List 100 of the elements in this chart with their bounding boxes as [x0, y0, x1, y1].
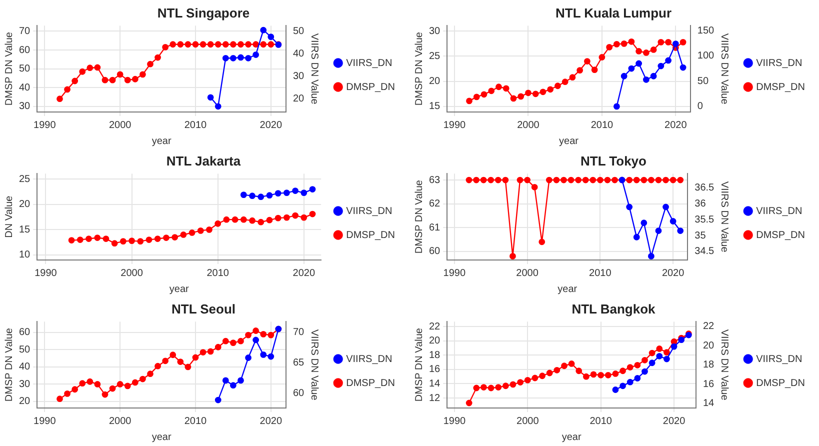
chart-title: NTL Tokyo	[580, 153, 647, 168]
y2-tick-label: 35	[694, 230, 706, 242]
x-tick-label: 1990	[34, 120, 56, 131]
y2-tick-label: 60	[292, 388, 305, 400]
y-axis-title: DMSP DN Value	[4, 32, 15, 106]
legend-label: DMSP_DN	[756, 82, 806, 93]
x-tick-label: 2010	[206, 268, 230, 279]
x-tick-label: 2010	[590, 416, 612, 427]
y-axis-title: DMSP DN Value	[4, 328, 15, 402]
x-tick-label: 2000	[120, 268, 144, 279]
y2-axis-title: VIIRS DN Value	[718, 33, 730, 105]
chart-title: NTL Kuala Lumpur	[555, 5, 672, 20]
legend-label: VIIRS_DN	[346, 206, 392, 217]
y-tick-label: 40	[19, 82, 31, 94]
y2-tick-label: 150	[697, 25, 715, 36]
y-tick-label: 12	[429, 392, 441, 404]
y-tick-label: 50	[19, 344, 31, 356]
y-tick-label: 10	[19, 250, 31, 261]
x-tick-label: 1990	[34, 268, 58, 279]
y2-tick-label: 20	[292, 93, 305, 104]
y-tick-label: 62	[429, 198, 441, 210]
y2-tick-label: 100	[697, 50, 715, 62]
x-tick-label: 2010	[590, 120, 614, 131]
x-axis-title: year	[562, 432, 582, 443]
legend-label: DMSP_DN	[756, 378, 806, 389]
x-axis-title: year	[169, 284, 190, 295]
y-axis-title: DMSP DN Value	[414, 180, 425, 254]
y-tick-label: 61	[429, 222, 441, 234]
y2-tick-label: 30	[292, 70, 305, 82]
legend-label: DMSP_DN	[346, 378, 396, 389]
x-tick-label: 2020	[662, 416, 686, 427]
y2-tick-label: 22	[702, 321, 715, 332]
y2-tick-label: 50	[697, 76, 709, 87]
x-tick-label: 2020	[662, 268, 685, 279]
x-axis-title: year	[558, 284, 578, 295]
legend-label: DMSP_DN	[346, 82, 396, 93]
y2-axis-title: VIIRS DN Value	[308, 33, 320, 105]
y-tick-label: 20	[429, 336, 441, 347]
y-tick-label: 20	[429, 76, 441, 88]
y-axis-title: DMSP DN Value	[414, 32, 425, 106]
y2-tick-label: 16	[702, 378, 715, 390]
y-axis-title: DMSP DN Value	[414, 328, 425, 402]
y-tick-label: 50	[19, 64, 31, 75]
x-axis-title: year	[559, 136, 580, 147]
y2-tick-label: 0	[697, 101, 704, 112]
x-axis-title: year	[152, 136, 172, 147]
y2-tick-label: 18	[702, 360, 715, 371]
y2-tick-label: 70	[292, 326, 305, 338]
y-tick-label: 14	[429, 378, 441, 390]
x-tick-label: 1990	[34, 416, 56, 427]
chart-title: NTL Jakarta	[166, 153, 242, 168]
y-axis-title: DN Value	[4, 195, 15, 238]
x-tick-label: 2000	[108, 120, 132, 131]
y-tick-label: 30	[19, 101, 31, 112]
chart-title: NTL Bangkok	[572, 301, 656, 316]
y-tick-label: 63	[429, 174, 441, 186]
x-tick-label: 2020	[260, 120, 282, 131]
x-tick-label: 1990	[443, 416, 466, 427]
x-tick-label: 2020	[260, 416, 282, 427]
x-tick-label: 2000	[516, 416, 540, 427]
y-tick-label: 20	[19, 396, 31, 408]
y-tick-label: 60	[19, 327, 31, 338]
chart-title: NTL Singapore	[157, 5, 250, 20]
y-tick-label: 60	[429, 246, 441, 258]
x-tick-label: 2010	[184, 120, 208, 131]
y-tick-label: 16	[429, 364, 441, 376]
y2-tick-label: 14	[702, 398, 715, 409]
y-tick-label: 20	[19, 199, 31, 210]
x-tick-label: 2020	[292, 268, 316, 279]
y-tick-label: 30	[429, 26, 441, 37]
x-tick-label: 2000	[517, 120, 540, 131]
legend-label: DMSP_DN	[346, 230, 396, 241]
legend-label: DMSP_DN	[756, 230, 806, 241]
y2-axis-title: VIIRS DN Value	[718, 329, 730, 401]
y-tick-label: 15	[19, 224, 31, 236]
x-tick-label: 2000	[108, 416, 132, 427]
y2-tick-label: 50	[292, 26, 305, 37]
y-tick-label: 18	[429, 350, 441, 361]
y-tick-label: 70	[19, 26, 31, 37]
y2-tick-label: 36	[694, 198, 706, 210]
legend-label: VIIRS_DN	[346, 58, 392, 69]
y-tick-label: 40	[19, 362, 31, 373]
x-tick-label: 2010	[589, 268, 612, 279]
y2-tick-label: 20	[702, 340, 715, 352]
x-tick-label: 2010	[184, 416, 208, 427]
y2-tick-label: 36.5	[694, 182, 715, 194]
x-tick-label: 1990	[443, 268, 466, 279]
y-tick-label: 22	[429, 321, 441, 332]
legend-label: VIIRS_DN	[756, 206, 802, 217]
y2-tick-label: 35.5	[694, 214, 715, 226]
y2-tick-label: 34.5	[694, 246, 715, 258]
y2-tick-label: 65	[292, 357, 305, 368]
legend-label: VIIRS_DN	[756, 354, 802, 365]
y2-tick-label: 40	[292, 48, 305, 60]
y-tick-label: 25	[429, 50, 441, 62]
y-tick-label: 30	[19, 378, 31, 390]
chart-title: NTL Seoul	[171, 301, 236, 316]
y-tick-label: 60	[19, 44, 31, 56]
x-tick-label: 2020	[664, 120, 688, 131]
y-tick-label: 15	[429, 101, 441, 112]
